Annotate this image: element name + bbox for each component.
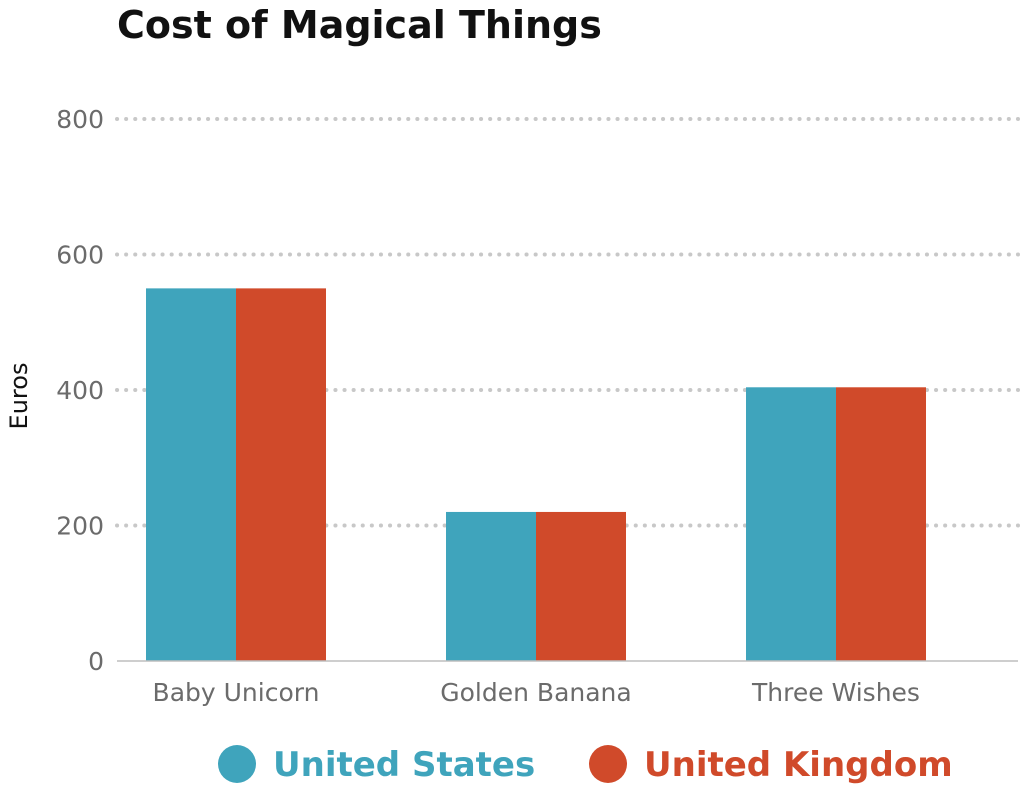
legend-marker bbox=[589, 745, 627, 783]
bar bbox=[146, 288, 236, 661]
y-axis-label: Euros bbox=[5, 363, 33, 430]
chart-title: Cost of Magical Things bbox=[117, 3, 602, 47]
y-tick-label: 800 bbox=[56, 105, 104, 134]
bars bbox=[146, 288, 926, 661]
bar bbox=[836, 387, 926, 661]
bar bbox=[746, 387, 836, 661]
bar bbox=[236, 288, 326, 661]
y-tick-label: 0 bbox=[88, 647, 104, 676]
x-tick-label: Baby Unicorn bbox=[153, 678, 320, 707]
legend: United States United Kingdom bbox=[218, 745, 953, 785]
y-tick-label: 600 bbox=[56, 241, 104, 270]
x-tick-label: Golden Banana bbox=[440, 678, 631, 707]
bar bbox=[446, 511, 536, 661]
y-tick-labels: 0 200 400 600 800 bbox=[56, 105, 104, 676]
y-tick-label: 200 bbox=[56, 512, 104, 541]
legend-label: United States bbox=[273, 745, 535, 785]
bar bbox=[536, 511, 626, 661]
x-tick-labels: Baby Unicorn Golden Banana Three Wishes bbox=[153, 678, 920, 707]
legend-label: United Kingdom bbox=[644, 745, 953, 785]
x-tick-label: Three Wishes bbox=[751, 678, 920, 707]
legend-marker bbox=[218, 745, 256, 783]
y-tick-label: 400 bbox=[56, 376, 104, 405]
